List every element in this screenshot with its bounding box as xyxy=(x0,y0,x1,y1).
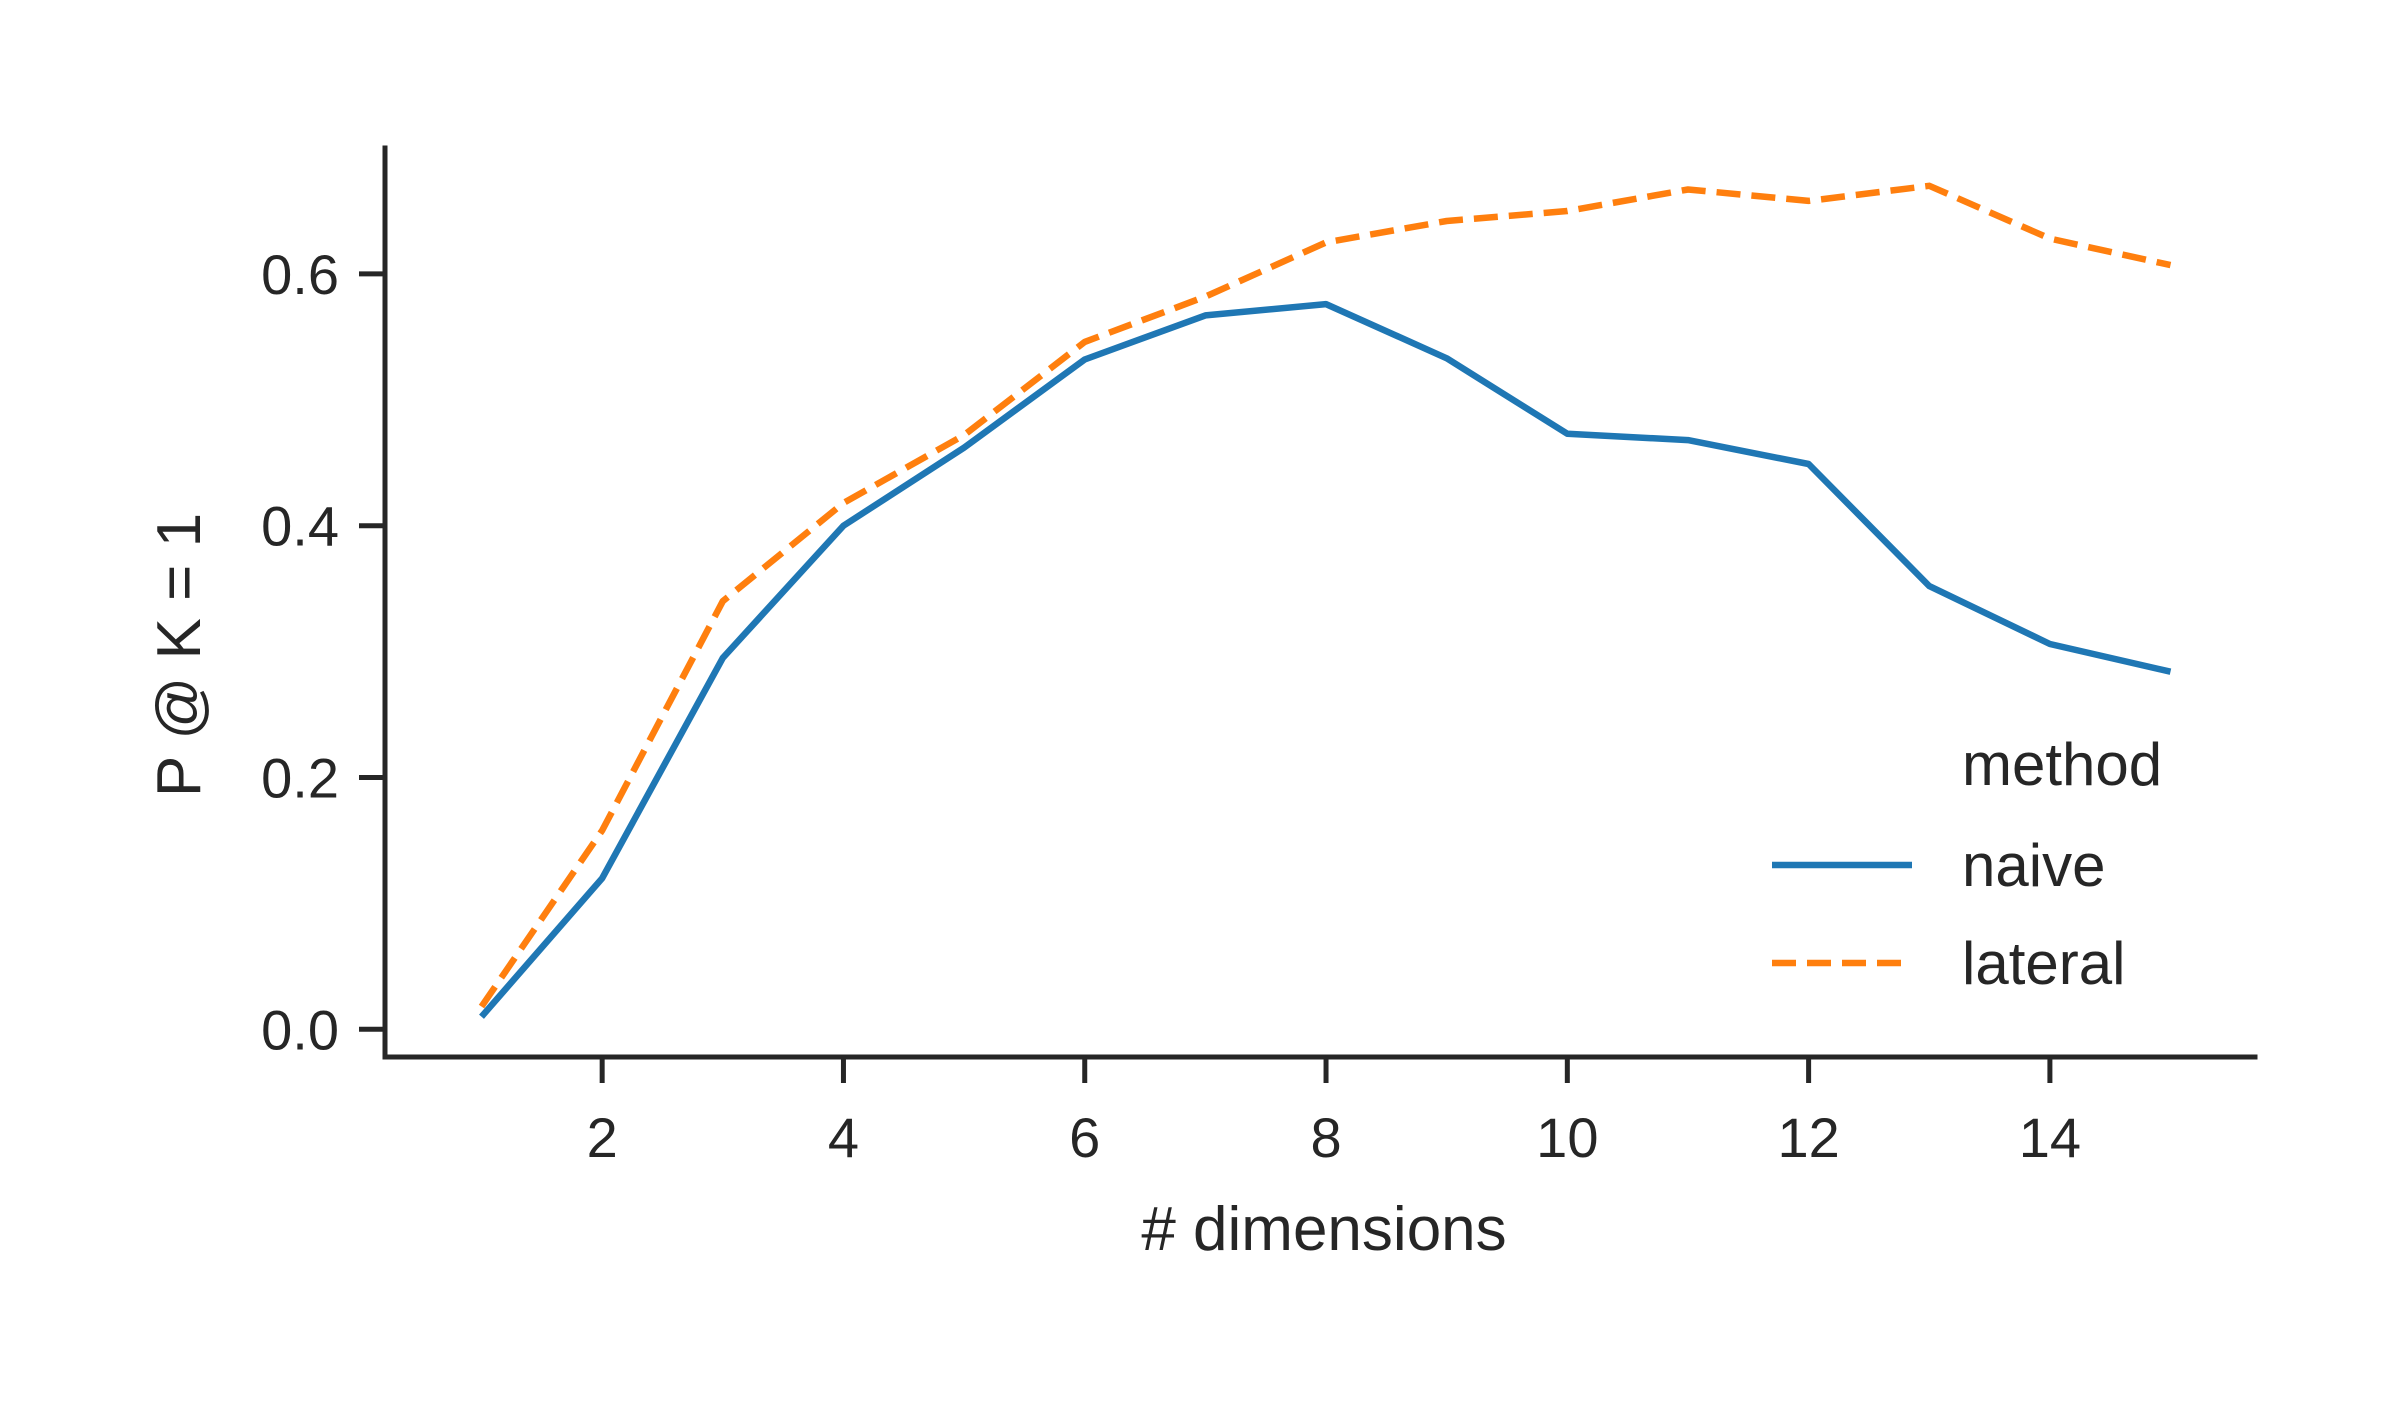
series-line-naive xyxy=(479,300,2172,1019)
legend-label-naive: naive xyxy=(1962,832,2105,899)
x-tick-label: 8 xyxy=(1310,1106,1341,1169)
legend-label-lateral: lateral xyxy=(1962,930,2125,997)
x-tick-label: 4 xyxy=(828,1106,859,1169)
x-axis-label: # dimensions xyxy=(1141,1195,1506,1264)
legend-title: method xyxy=(1962,731,2162,798)
y-axis-label: P @ K = 1 xyxy=(145,513,214,797)
legend: method naive lateral xyxy=(1772,731,2162,997)
x-tick-label: 6 xyxy=(1069,1106,1100,1169)
y-tick-label: 0.0 xyxy=(261,998,339,1061)
y-ticks: 0.0 0.2 0.4 0.6 xyxy=(261,243,385,1061)
y-tick-label: 0.2 xyxy=(261,747,339,810)
series-line-lateral xyxy=(478,182,2172,1009)
axes xyxy=(382,145,2258,1060)
x-tick-label: 10 xyxy=(1536,1106,1598,1169)
x-tick-label: 2 xyxy=(587,1106,618,1169)
y-tick-label: 0.6 xyxy=(261,243,339,306)
x-tick-label: 14 xyxy=(2019,1106,2081,1169)
x-tick-label: 12 xyxy=(1777,1106,1839,1169)
series-lines xyxy=(478,182,2172,1019)
y-tick-label: 0.4 xyxy=(261,495,339,558)
x-ticks: 2 4 6 8 10 12 14 xyxy=(587,1057,2081,1169)
